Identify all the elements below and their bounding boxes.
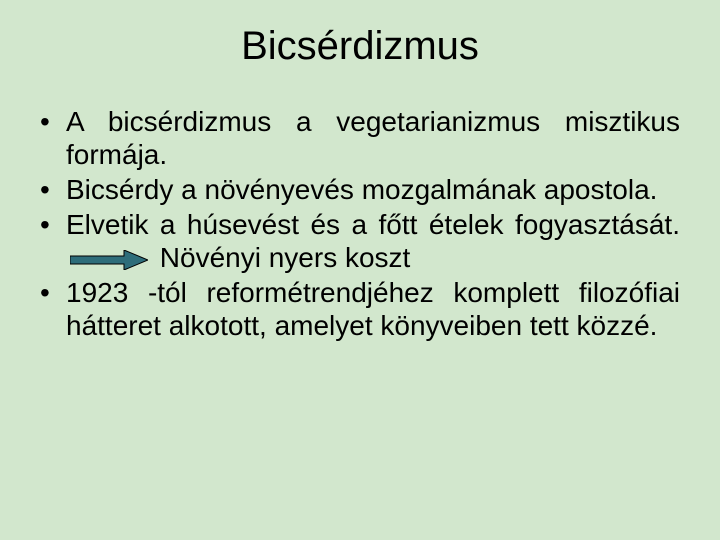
slide-title: Bicsérdizmus: [40, 24, 680, 69]
list-item: Elvetik a húsevést és a főtt ételek fogy…: [40, 208, 680, 274]
bullet-text: 1923 -tól reformétrendjéhez komplett fil…: [66, 277, 680, 341]
list-item: 1923 -tól reformétrendjéhez komplett fil…: [40, 276, 680, 342]
arrow-icon: [70, 250, 148, 270]
bullet-text-post: Növényi nyers koszt: [160, 242, 411, 273]
bullet-text: A bicsérdizmus a vegetarianizmus misztik…: [66, 106, 680, 170]
bullet-text-pre: Elvetik a húsevést és a főtt ételek fogy…: [66, 209, 680, 240]
bullet-text: Bicsérdy a növényevés mozgalmának aposto…: [66, 174, 657, 205]
list-item: Bicsérdy a növényevés mozgalmának aposto…: [40, 173, 680, 206]
bullet-list: A bicsérdizmus a vegetarianizmus misztik…: [40, 105, 680, 342]
list-item: A bicsérdizmus a vegetarianizmus misztik…: [40, 105, 680, 171]
